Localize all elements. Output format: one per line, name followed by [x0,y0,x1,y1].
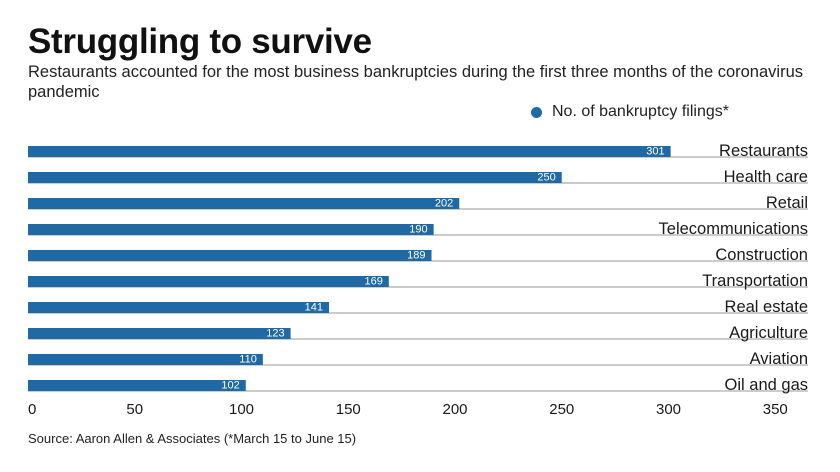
bar [28,198,460,209]
bar-value-label: 190 [409,224,427,236]
category-label: Oil and gas [725,376,808,394]
bar [28,328,291,339]
category-label: Agriculture [729,324,808,342]
legend-swatch [531,106,542,118]
bar [28,380,246,391]
bar-value-label: 123 [266,328,284,340]
bar [28,354,263,365]
bar-value-label: 102 [221,380,239,392]
bar-value-label: 189 [407,250,425,262]
x-tick-label: 150 [336,401,361,418]
bar-value-label: 110 [239,354,257,366]
bar-value-label: 169 [364,276,382,288]
x-tick-label: 100 [229,401,254,418]
category-label: Restaurants [719,142,808,160]
category-label: Real estate [725,298,808,316]
chart-subtitle: Restaurants accounted for the most busin… [28,63,803,101]
category-label: Construction [715,246,808,264]
category-label: Telecommunications [659,220,808,238]
x-tick-label: 300 [656,401,681,418]
legend: No. of bankruptcy filings* [531,103,729,121]
bar [28,224,434,235]
bar [28,146,671,157]
x-tick-label: 50 [126,401,143,418]
bar [28,302,330,313]
category-label: Aviation [750,350,808,368]
bar [28,276,389,287]
x-tick-label: 200 [442,401,467,418]
legend-label: No. of bankruptcy filings* [552,103,729,120]
bar-value-label: 202 [435,198,453,210]
source-note: Source: Aaron Allen & Associates (*March… [28,431,357,446]
bar-value-label: 141 [305,302,323,314]
category-label: Health care [724,168,808,186]
bar-value-label: 250 [537,172,555,184]
x-tick-label: 250 [549,401,574,418]
bar-value-label: 301 [646,146,664,158]
category-label: Transportation [702,272,808,290]
bar [28,172,562,183]
chart-title: Struggling to survive [28,22,372,61]
x-tick-label: 0 [28,401,36,418]
bar [28,250,432,261]
x-tick-label: 350 [763,401,788,418]
category-label: Retail [766,194,808,212]
